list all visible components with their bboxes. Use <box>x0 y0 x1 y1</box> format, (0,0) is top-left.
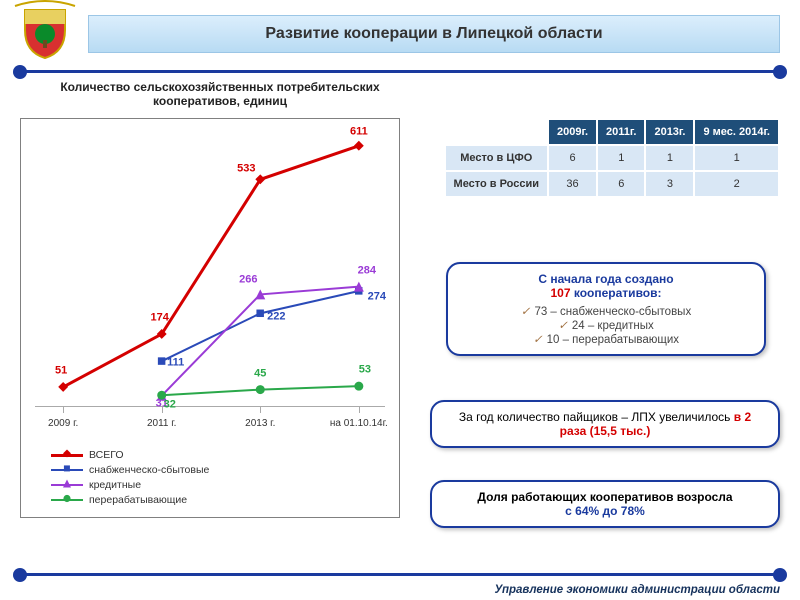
rank-table: 2009г.2011г.2013г.9 мес. 2014г. Место в … <box>444 118 780 198</box>
header: Развитие кооперации в Липецкой области <box>0 0 800 60</box>
callout-item: 24 – кредитных <box>460 318 752 332</box>
data-label: 45 <box>254 367 266 379</box>
data-label: 274 <box>368 291 386 303</box>
page-title: Развитие кооперации в Липецкой области <box>265 25 602 43</box>
legend-item: кредитные <box>51 479 209 491</box>
table-cell: 36 <box>548 171 597 197</box>
table-cell: 6 <box>548 145 597 171</box>
legend-item: снабженческо-сбытовые <box>51 464 209 476</box>
callout-text: кооперативов: <box>574 286 662 300</box>
callout-share: Доля работающих кооперативов возросла с … <box>430 480 780 528</box>
callout-text: За год количество пайщиков – ЛПХ увеличи… <box>459 410 734 424</box>
table-cell: 1 <box>694 145 779 171</box>
x-axis-label: на 01.10.14г. <box>330 418 388 429</box>
data-label: 51 <box>55 365 67 377</box>
legend-item: ВСЕГО <box>51 449 209 461</box>
x-axis-label: 2011 г. <box>147 418 177 429</box>
chart-legend: ВСЕГО снабженческо-сбытовые кредитные перер… <box>51 446 209 509</box>
callout-growth: За год количество пайщиков – ЛПХ увеличи… <box>430 400 780 448</box>
callout-text: Доля работающих кооперативов возросла <box>477 490 732 504</box>
legend-label: кредитные <box>89 479 141 491</box>
legend-label: снабженческо-сбытовые <box>89 464 209 476</box>
line-chart: 2009 г. 2011 г. 2013 г. на 01.10.14г. 51 174 5… <box>20 118 400 518</box>
legend-label: перерабатывающие <box>89 494 187 506</box>
table-cell: 3 <box>645 171 694 197</box>
footer-text: Управление экономики администрации облас… <box>494 584 780 596</box>
divider-bottom <box>20 573 780 576</box>
table-header: 2011г. <box>597 119 645 145</box>
table-cell: 2 <box>694 171 779 197</box>
row-label: Место в ЦФО <box>445 145 549 171</box>
data-label: 284 <box>358 264 376 276</box>
callout-created: С начала года создано 107 кооперативов: … <box>446 262 766 356</box>
table-header: 2013г. <box>645 119 694 145</box>
callout-item: 73 – снабженческо-сбытовых <box>460 304 752 318</box>
data-label: 533 <box>237 163 255 175</box>
region-emblem <box>10 0 80 60</box>
data-label: 32 <box>164 399 176 411</box>
row-label: Место в России <box>445 171 549 197</box>
chart-title: Количество сельскохозяйственных потребит… <box>60 80 380 109</box>
title-bar: Развитие кооперации в Липецкой области <box>88 15 780 53</box>
data-label: 111 <box>167 357 184 369</box>
table-header <box>445 119 549 145</box>
table-row: Место в ЦФО6111 <box>445 145 779 171</box>
table-cell: 1 <box>597 145 645 171</box>
data-label: 222 <box>267 311 285 323</box>
table-header: 2009г. <box>548 119 597 145</box>
table-header: 9 мес. 2014г. <box>694 119 779 145</box>
table-cell: 6 <box>597 171 645 197</box>
x-axis-label: 2009 г. <box>48 418 78 429</box>
x-axis-label: 2013 г. <box>245 418 275 429</box>
data-label: 611 <box>350 125 368 137</box>
callout-item: 10 – перерабатывающих <box>460 332 752 346</box>
callout-highlight: с 64% до 78% <box>565 504 645 518</box>
callout-highlight: 107 <box>551 286 571 300</box>
legend-item: перерабатывающие <box>51 494 209 506</box>
table-row: Место в России36632 <box>445 171 779 197</box>
divider-top <box>20 70 780 73</box>
callout-text: С начала года создано <box>538 272 673 286</box>
table-cell: 1 <box>645 145 694 171</box>
data-label: 53 <box>359 364 371 376</box>
data-label: 266 <box>239 274 257 286</box>
legend-label: ВСЕГО <box>89 449 124 461</box>
data-label: 174 <box>151 312 169 324</box>
